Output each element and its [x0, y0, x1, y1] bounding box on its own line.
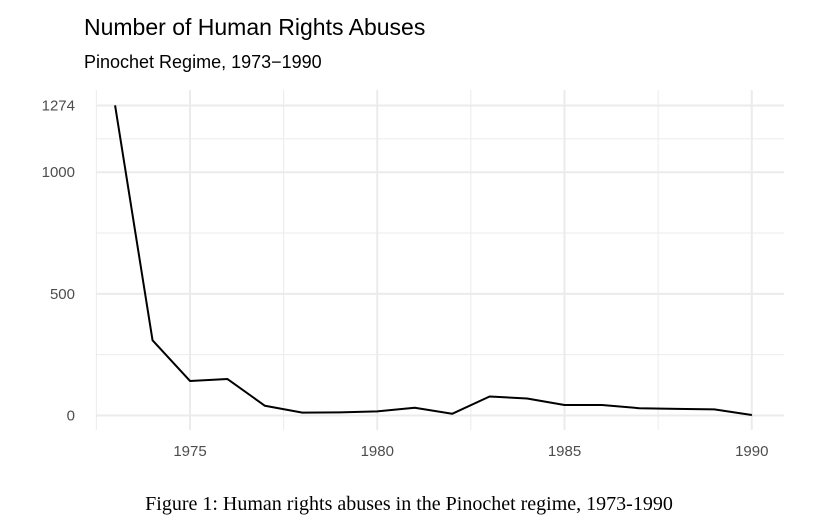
data-point — [414, 407, 416, 409]
data-point — [114, 105, 116, 107]
y-tick-label: 1274 — [42, 98, 75, 115]
data-point — [676, 408, 678, 410]
data-point — [751, 414, 753, 416]
line-chart: 1975 1980 1985 1990 0 500 1000 1274 — [42, 90, 784, 460]
chart-subtitle: Pinochet Regime, 1973−1990 — [84, 52, 322, 72]
data-point — [264, 405, 266, 407]
data-point — [376, 410, 378, 412]
x-tick-label: 1980 — [361, 443, 394, 460]
data-line — [114, 105, 752, 417]
data-point — [226, 378, 228, 380]
data-point — [301, 412, 303, 414]
data-point — [489, 396, 491, 398]
chart-title: Number of Human Rights Abuses — [84, 14, 426, 40]
data-point — [189, 380, 191, 382]
y-tick-label: 0 — [67, 408, 75, 425]
x-tick-label: 1975 — [173, 443, 206, 460]
data-point — [564, 404, 565, 406]
x-tick-label: 1990 — [735, 443, 768, 460]
data-point — [601, 404, 603, 406]
data-point — [152, 339, 154, 341]
figure-caption: Figure 1: Human rights abuses in the Pin… — [145, 493, 673, 515]
y-tick-label: 500 — [50, 286, 75, 303]
y-tick-label: 1000 — [42, 164, 75, 181]
data-point — [638, 407, 640, 409]
data-point — [451, 413, 453, 415]
data-point — [713, 408, 715, 410]
data-point — [339, 411, 341, 413]
x-tick-label: 1985 — [548, 443, 581, 460]
data-point — [526, 397, 528, 399]
